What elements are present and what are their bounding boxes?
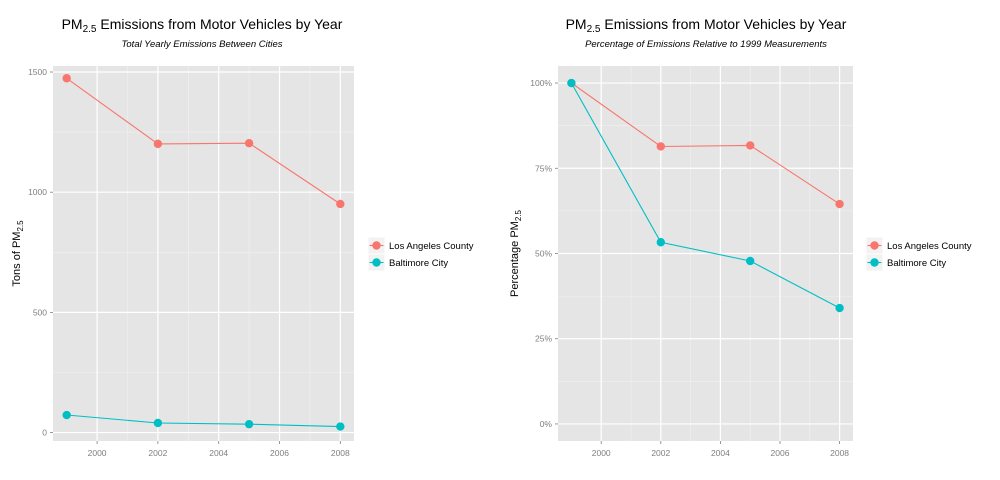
legend-key-1 [865,236,884,255]
data-point [336,422,345,431]
legend-key-2 [367,253,386,272]
series-line-2 [66,414,341,428]
series-line-1 [66,77,341,205]
chart-subtitle: Total Yearly Emissions Between Cities [121,39,282,50]
data-point [62,74,71,83]
legend-label: Los Angeles County [887,241,972,252]
chart-panel-2: PM2.5 Emissions from Motor Vehicles by Y… [509,16,972,458]
series-line-2 [570,82,840,309]
x-tick-label: 2002 [148,448,167,458]
x-tick-label: 2004 [711,448,730,458]
data-point [244,419,254,429]
data-point [745,141,755,150]
y-axis-title: Percentage PM2.5 [509,209,523,297]
y-tick-label: 0 [42,428,47,438]
x-tick-label: 2008 [331,448,350,458]
legend-key-2 [865,253,884,272]
y-tick-label: 0% [540,419,553,429]
y-tick-label: 1500 [28,67,47,77]
y-axis-title: Tons of PM2.5 [11,220,25,287]
data-point [244,138,254,148]
plot-background [53,66,354,441]
legend-key-point [870,241,879,250]
data-point [153,418,163,428]
legend-key-point [870,258,879,267]
y-tick-label: 25% [535,334,552,344]
data-point [567,78,576,88]
chart-subtitle: Percentage of Emissions Relative to 1999… [585,39,827,50]
chart-panel-1: PM2.5 Emissions from Motor Vehicles by Y… [11,16,474,458]
data-point [835,303,844,313]
y-tick-label: 75% [535,163,552,173]
x-tick-label: 2000 [88,448,107,458]
y-tick-label: 100% [530,78,552,88]
data-point [835,199,844,209]
data-point [336,199,345,209]
legend-key-point [372,241,381,250]
legend-key-point [372,258,381,267]
data-point [62,410,71,420]
legend-label: Baltimore City [887,258,946,269]
chart-title: PM2.5 Emissions from Motor Vehicles by Y… [566,16,847,35]
x-tick-label: 2004 [209,448,228,458]
x-tick-label: 2000 [592,448,611,458]
y-tick-label: 50% [535,249,552,259]
y-tick-label: 500 [33,307,47,317]
x-tick-label: 2008 [830,448,849,458]
data-point [656,238,666,247]
series-line-1 [571,82,840,205]
x-tick-label: 2006 [771,448,790,458]
y-tick-label: 1000 [28,187,47,197]
legend-key-1 [367,236,386,255]
x-tick-label: 2006 [270,448,289,458]
data-point [656,142,666,151]
data-point [745,256,755,266]
legend-label: Baltimore City [389,258,448,269]
data-point [153,139,163,149]
x-tick-label: 2002 [651,448,670,458]
legend-label: Los Angeles County [389,241,474,252]
chart-title: PM2.5 Emissions from Motor Vehicles by Y… [62,16,343,35]
